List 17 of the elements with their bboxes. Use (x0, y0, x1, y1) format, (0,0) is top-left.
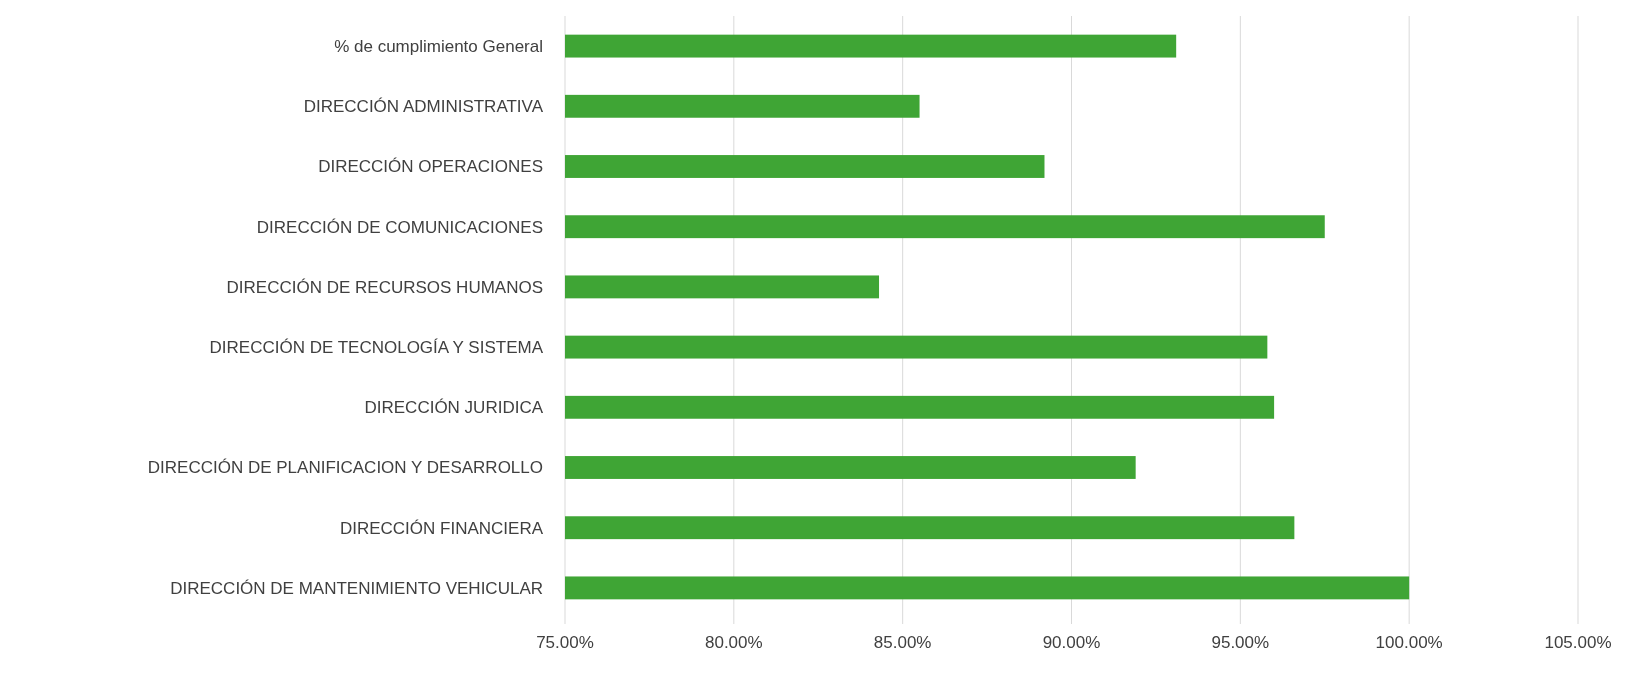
x-tick-label: 95.00% (1211, 633, 1270, 652)
x-tick-label: 105.00% (1544, 633, 1612, 652)
y-tick-label: DIRECCIÓN JURIDICA (364, 398, 544, 418)
x-tick-label: 85.00% (873, 633, 932, 652)
y-tick-label: DIRECCIÓN DE RECURSOS HUMANOS (226, 277, 543, 297)
x-tick-label: 75.00% (536, 633, 594, 652)
x-tick-label: 90.00% (1042, 633, 1101, 652)
y-tick-label: DIRECCIÓN DE PLANIFICACION Y DESARROLLO (147, 458, 543, 478)
x-tick-label: 100.00% (1375, 633, 1443, 652)
y-tick-label: DIRECCIÓN DE MANTENIMIENTO VEHICULAR (170, 578, 543, 598)
y-tick-label: DIRECCIÓN DE COMUNICACIONES (256, 217, 543, 237)
y-tick-label: % de cumplimiento General (334, 37, 543, 57)
y-tick-label: DIRECCIÓN OPERACIONES (318, 157, 543, 177)
y-tick-label: DIRECCIÓN DE TECNOLOGÍA Y SISTEMA (209, 338, 544, 358)
y-tick-label: DIRECCIÓN ADMINISTRATIVA (303, 97, 544, 117)
y-tick-label: DIRECCIÓN FINANCIERA (339, 518, 544, 538)
x-tick-label: 80.00% (705, 633, 763, 652)
